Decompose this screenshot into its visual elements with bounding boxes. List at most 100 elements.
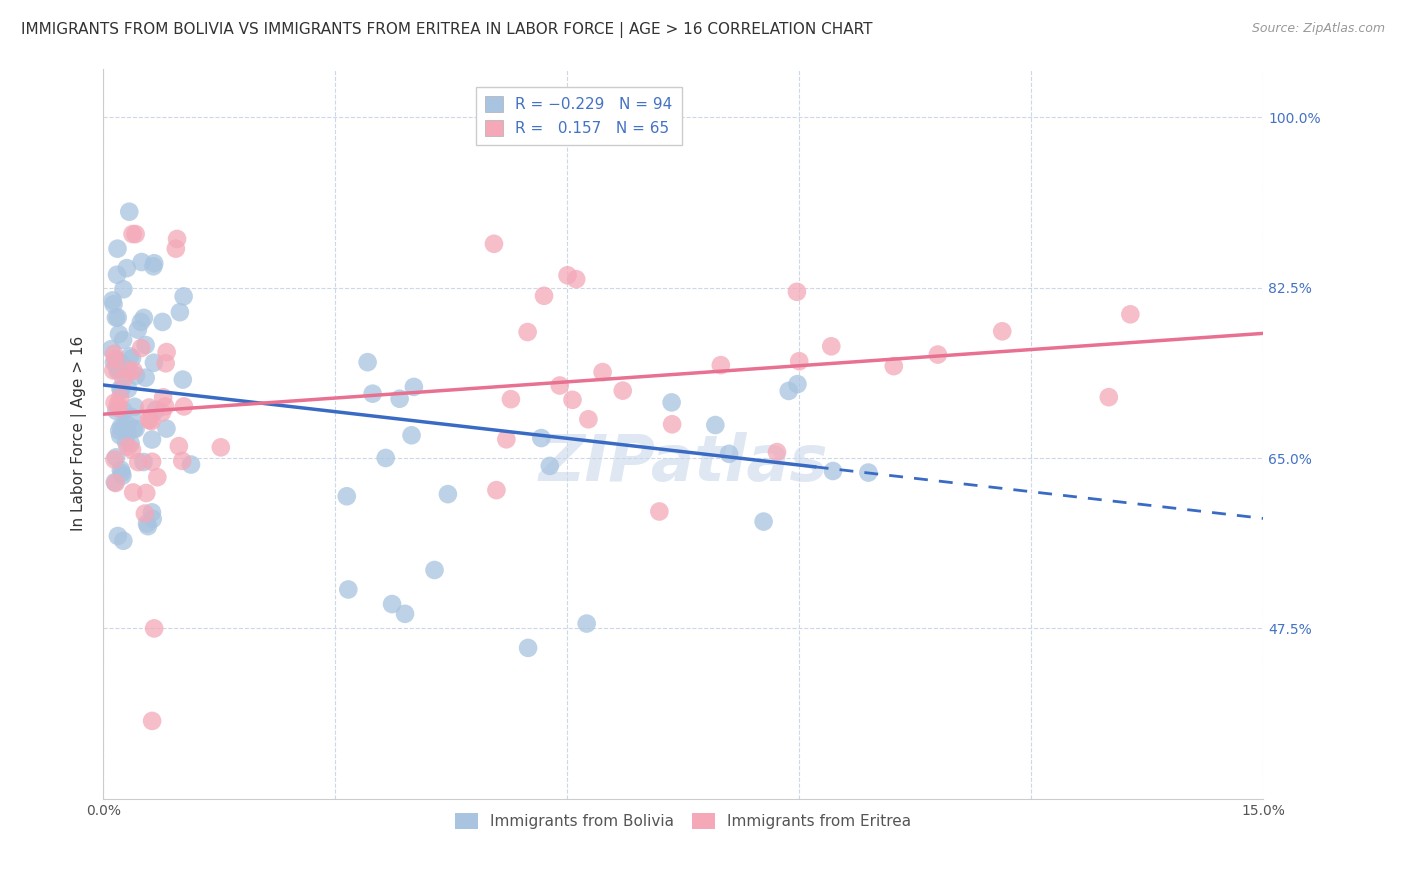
Point [134, 507, 156, 521]
Point [135, 486, 157, 500]
Point [548, 378, 571, 392]
Point [108, 428, 131, 442]
Point [101, 293, 124, 308]
Point [121, 351, 143, 366]
Point [146, 470, 169, 484]
Point [142, 260, 165, 274]
Point [517, 640, 540, 655]
Point [138, 412, 160, 426]
Point [136, 516, 159, 531]
Point [103, 395, 125, 409]
Text: Source: ZipAtlas.com: Source: ZipAtlas.com [1251, 22, 1385, 36]
Point [107, 358, 129, 372]
Point [121, 442, 143, 457]
Point [752, 515, 775, 529]
Point [576, 412, 599, 426]
Point [108, 327, 131, 342]
Point [117, 440, 139, 454]
Point [111, 468, 134, 483]
Point [169, 305, 191, 319]
Point [356, 355, 378, 369]
Point [575, 616, 598, 631]
Point [648, 504, 671, 518]
Point [122, 485, 145, 500]
Point [1098, 390, 1121, 404]
Point [117, 425, 139, 439]
Point [115, 366, 138, 380]
Point [538, 458, 561, 473]
Point [141, 414, 163, 428]
Point [107, 401, 129, 416]
Point [786, 377, 808, 392]
Point [388, 392, 411, 406]
Point [173, 400, 195, 414]
Point [167, 439, 190, 453]
Point [141, 505, 163, 519]
Point [104, 352, 127, 367]
Point [786, 285, 808, 299]
Point [124, 227, 146, 241]
Point [112, 420, 135, 434]
Point [718, 447, 741, 461]
Point [121, 227, 143, 241]
Point [127, 323, 149, 337]
Point [485, 483, 508, 497]
Point [118, 363, 141, 377]
Point [437, 487, 460, 501]
Point [704, 418, 727, 433]
Point [112, 372, 135, 386]
Point [112, 333, 135, 347]
Point [100, 343, 122, 357]
Point [107, 397, 129, 411]
Text: ZIPatlas: ZIPatlas [538, 432, 828, 494]
Point [530, 431, 553, 445]
Point [121, 409, 143, 424]
Point [105, 404, 128, 418]
Point [132, 455, 155, 469]
Point [533, 289, 555, 303]
Point [129, 315, 152, 329]
Point [143, 622, 166, 636]
Point [110, 356, 132, 370]
Point [110, 420, 132, 434]
Point [561, 392, 583, 407]
Point [104, 475, 127, 490]
Point [150, 405, 173, 419]
Point [117, 362, 139, 376]
Point [858, 466, 880, 480]
Point [152, 315, 174, 329]
Point [124, 400, 146, 414]
Point [141, 455, 163, 469]
Point [124, 422, 146, 436]
Point [138, 413, 160, 427]
Point [209, 440, 232, 454]
Point [612, 384, 634, 398]
Point [143, 256, 166, 270]
Point [129, 341, 152, 355]
Point [107, 362, 129, 376]
Point [1119, 307, 1142, 321]
Point [766, 445, 789, 459]
Point [112, 533, 135, 548]
Point [172, 454, 194, 468]
Point [122, 364, 145, 378]
Point [120, 436, 142, 450]
Point [661, 395, 683, 409]
Point [142, 356, 165, 370]
Point [778, 384, 800, 398]
Point [927, 347, 949, 361]
Point [103, 297, 125, 311]
Point [787, 354, 810, 368]
Point [104, 475, 127, 490]
Point [495, 433, 517, 447]
Point [111, 466, 134, 480]
Point [103, 452, 125, 467]
Point [110, 383, 132, 397]
Point [337, 582, 360, 597]
Point [820, 339, 842, 353]
Text: IMMIGRANTS FROM BOLIVIA VS IMMIGRANTS FROM ERITREA IN LABOR FORCE | AGE > 16 COR: IMMIGRANTS FROM BOLIVIA VS IMMIGRANTS FR… [21, 22, 873, 38]
Point [172, 373, 194, 387]
Point [661, 417, 683, 432]
Point [107, 310, 129, 325]
Point [138, 401, 160, 415]
